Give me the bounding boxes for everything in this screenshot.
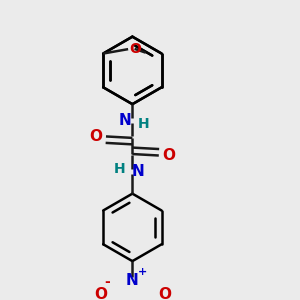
Text: O: O <box>158 287 171 300</box>
Text: N: N <box>126 273 139 288</box>
Text: O: O <box>94 287 107 300</box>
Text: H: H <box>138 117 149 131</box>
Text: O: O <box>129 42 141 56</box>
Text: N: N <box>118 113 131 128</box>
Text: N: N <box>131 164 144 179</box>
Text: O: O <box>162 148 175 163</box>
Text: -: - <box>104 275 110 289</box>
Text: +: + <box>138 267 147 277</box>
Text: O: O <box>89 129 103 144</box>
Text: H: H <box>114 162 125 176</box>
